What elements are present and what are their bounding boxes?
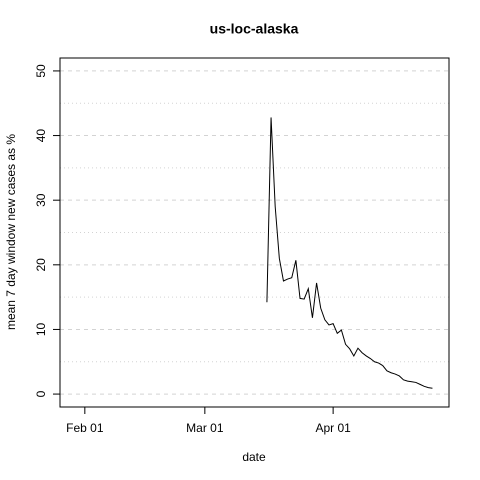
x-tick-label: Apr 01	[315, 421, 351, 435]
y-tick-label: 40	[34, 129, 48, 143]
y-tick-label: 10	[34, 322, 48, 336]
y-tick-label: 0	[34, 390, 48, 397]
plot-frame	[59, 57, 450, 408]
y-axis-label: mean 7 day window new cases as %	[4, 134, 18, 330]
chart-title: us-loc-alaska	[210, 21, 299, 37]
data-line	[266, 117, 433, 389]
x-tick-label: Mar 01	[186, 421, 224, 435]
x-tick-label: Feb 01	[66, 421, 104, 435]
x-axis-label: date	[242, 450, 266, 464]
y-tick-label: 30	[34, 193, 48, 207]
y-tick-label: 50	[34, 64, 48, 78]
y-tick-label: 20	[34, 258, 48, 272]
